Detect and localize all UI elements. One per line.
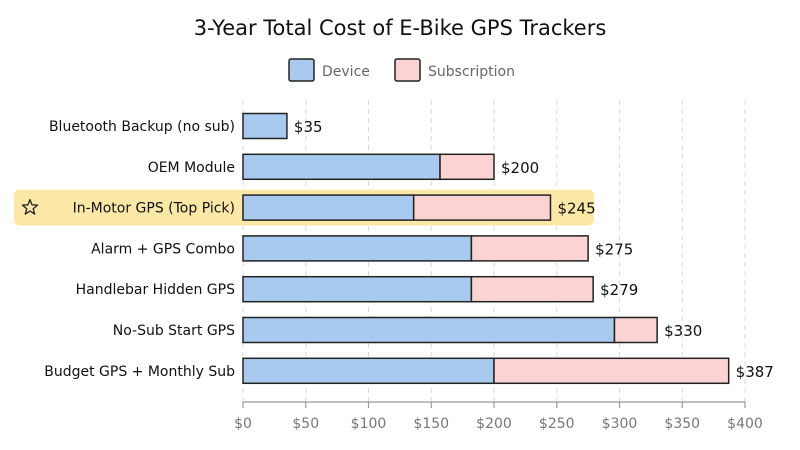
- labels: Bluetooth Backup (no sub) $35 OEM Module $2…: [44, 118, 774, 381]
- bars: [242, 112, 730, 385]
- category-label: In-Motor GPS (Top Pick): [73, 201, 235, 217]
- x-tick-label: $250: [539, 416, 575, 432]
- bar-subscription: [613, 316, 658, 344]
- x-tick-label: $200: [476, 416, 512, 432]
- bar-device: [242, 275, 473, 303]
- category-label: Alarm + GPS Combo: [91, 241, 235, 257]
- bar-subscription: [439, 153, 495, 181]
- x-tick-label: $150: [413, 416, 449, 432]
- chart-title: 3-Year Total Cost of E-Bike GPS Trackers: [194, 16, 607, 40]
- category-label: Budget GPS + Monthly Sub: [44, 364, 235, 380]
- legend: Device Subscription: [288, 58, 515, 82]
- star-icon: [21, 198, 39, 215]
- bar-device: [242, 316, 616, 344]
- total-value-label: $245: [557, 200, 595, 218]
- category-label: OEM Module: [148, 160, 235, 176]
- x-tick-label: $300: [602, 416, 638, 432]
- category-label: No-Sub Start GPS: [113, 323, 235, 339]
- bar-subscription: [493, 357, 730, 385]
- total-value-label: $275: [595, 240, 633, 258]
- total-value-label: $200: [501, 159, 539, 177]
- bar-device: [242, 153, 441, 181]
- bar-subscription: [412, 194, 552, 221]
- bar-device: [242, 194, 415, 221]
- x-tick-label: $100: [351, 416, 387, 432]
- legend-swatch-device: [288, 58, 315, 82]
- bar-device: [242, 235, 473, 262]
- total-value-label: $35: [294, 118, 323, 136]
- total-value-label: $387: [736, 363, 774, 381]
- x-tick-label: $50: [292, 416, 319, 432]
- x-axis: $0 $50 $100 $150 $200 $250 $300 $350 $400: [234, 401, 763, 432]
- category-label: Handlebar Hidden GPS: [76, 282, 235, 298]
- bar-subscription: [470, 275, 594, 303]
- x-tick-label: $0: [234, 416, 252, 432]
- legend-swatch-subscription: [394, 58, 421, 82]
- x-tick-label: $400: [727, 416, 763, 432]
- bar-device: [242, 357, 495, 385]
- bar-device: [242, 112, 288, 140]
- total-value-label: $279: [600, 281, 638, 299]
- bar-subscription: [470, 235, 589, 262]
- x-tick-label: $350: [664, 416, 700, 432]
- legend-label-subscription: Subscription: [428, 64, 515, 80]
- category-label: Bluetooth Backup (no sub): [49, 119, 235, 135]
- legend-label-device: Device: [322, 64, 370, 80]
- total-value-label: $330: [664, 322, 702, 340]
